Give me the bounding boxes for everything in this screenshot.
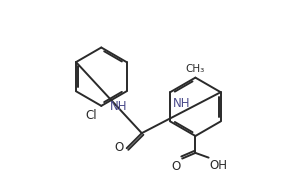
Text: NH: NH (110, 100, 127, 113)
Text: O: O (171, 160, 180, 173)
Text: O: O (115, 141, 124, 154)
Text: NH: NH (172, 97, 190, 110)
Text: OH: OH (209, 159, 228, 172)
Text: Cl: Cl (85, 109, 97, 122)
Text: CH₃: CH₃ (186, 64, 205, 74)
